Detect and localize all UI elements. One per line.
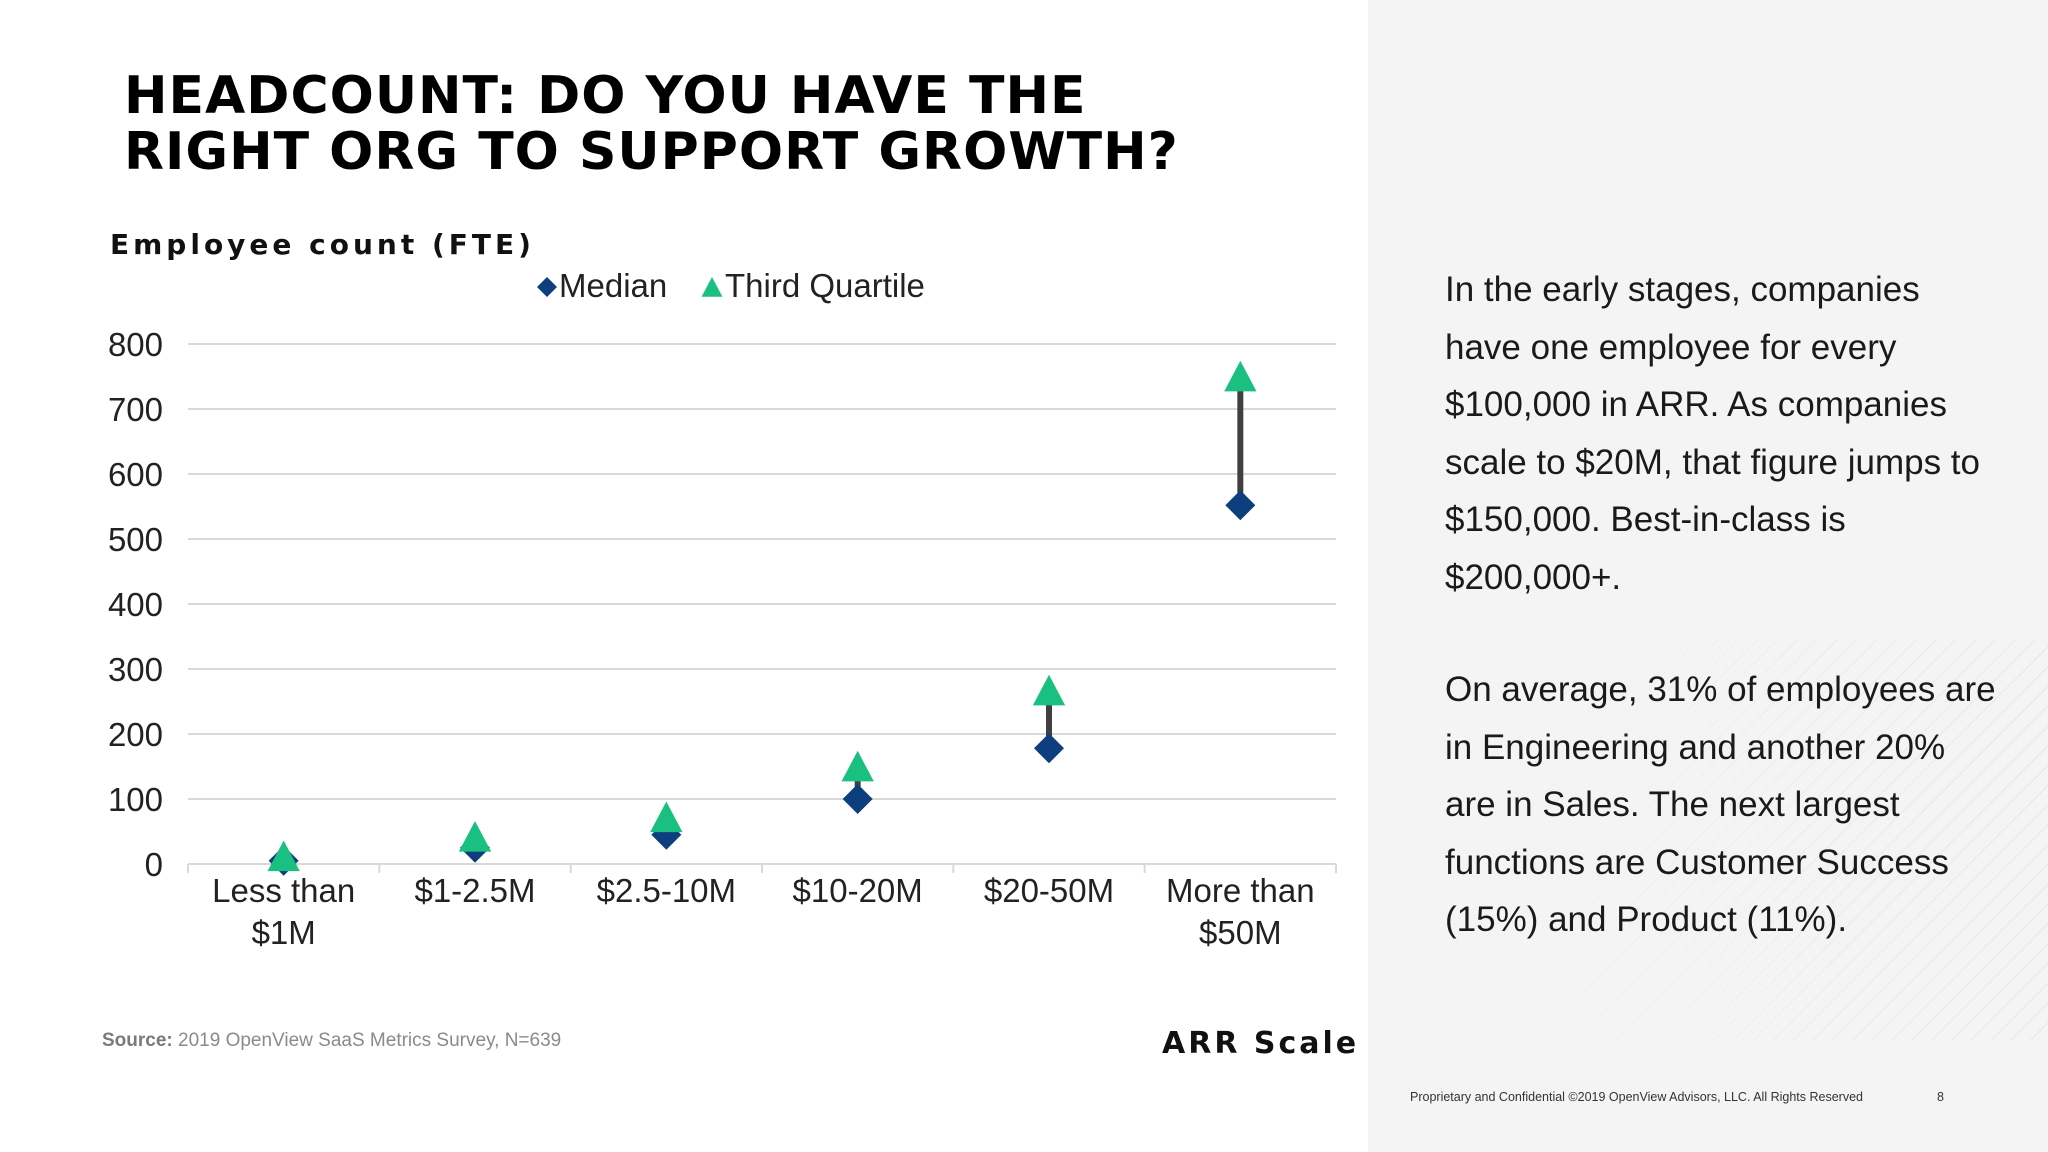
third-quartile-point [650, 801, 683, 833]
x-category-label: $20-50M [984, 872, 1114, 909]
x-category-label: $10-20M [793, 872, 923, 909]
page-number: 8 [1937, 1090, 1944, 1104]
source-note: Source: 2019 OpenView SaaS Metrics Surve… [102, 1030, 561, 1052]
side-paragraph-2: On average, 31% of employees are in Engi… [1445, 670, 1996, 939]
chart-legend: Median Third Quartile [537, 267, 925, 304]
y-tick-label: 600 [108, 456, 163, 493]
y-tick-label: 100 [108, 781, 163, 818]
y-axis-ticks: 0 100 200 300 400 500 600 700 800 [108, 326, 163, 883]
y-tick-label: 400 [108, 586, 163, 623]
data-points [267, 360, 1257, 876]
y-tick-label: 700 [108, 391, 163, 428]
third-quartile-point [267, 840, 300, 872]
legend-median-marker [537, 277, 557, 297]
third-quartile-point [841, 750, 874, 782]
legend-third-quartile-marker [701, 277, 723, 297]
x-axis: Less than $1M $1-2.5M $2.5-10M $10-20M $20-50… [187, 863, 1337, 951]
x-category-label: $1M [252, 914, 316, 951]
chart: Median Third Quartile 0 100 200 300 400 500 60… [108, 267, 1337, 951]
y-axis-title: Employee count (FTE) [110, 228, 535, 261]
third-quartile-point [1224, 360, 1257, 392]
side-paragraph-1: In the early stages, companies have one … [1445, 270, 1980, 597]
third-quartile-point [1032, 674, 1066, 706]
median-point [1225, 490, 1256, 521]
stripe-decoration [1460, 640, 2048, 1040]
x-category-label: $1-2.5M [414, 872, 535, 909]
footer-confidential: Proprietary and Confidential ©2019 OpenV… [1410, 1090, 1863, 1104]
y-tick-label: 200 [108, 716, 163, 753]
y-tick-label: 0 [145, 846, 163, 883]
source-text: 2019 OpenView SaaS Metrics Survey, N=639 [178, 1030, 562, 1051]
y-tick-label: 500 [108, 521, 163, 558]
x-axis-title: ARR Scale [1162, 1026, 1360, 1061]
x-category-label: $2.5-10M [597, 872, 736, 909]
median-point [842, 784, 873, 814]
third-quartile-point [458, 821, 492, 852]
gridlines [188, 343, 1336, 800]
x-category-label: Less than [212, 872, 355, 909]
x-category-label: $50M [1199, 914, 1282, 951]
connectors [854, 387, 1244, 787]
y-tick-label: 300 [108, 651, 163, 688]
legend-third-quartile-label: Third Quartile [725, 267, 925, 304]
page-title: HEADCOUNT: DO YOU HAVE THE RIGHT ORG TO … [124, 66, 1179, 182]
x-category-label: More than [1166, 872, 1315, 909]
median-point [1034, 733, 1064, 764]
y-tick-label: 800 [108, 326, 163, 363]
legend-median-label: Median [559, 267, 667, 304]
source-label: Source: [102, 1030, 173, 1051]
